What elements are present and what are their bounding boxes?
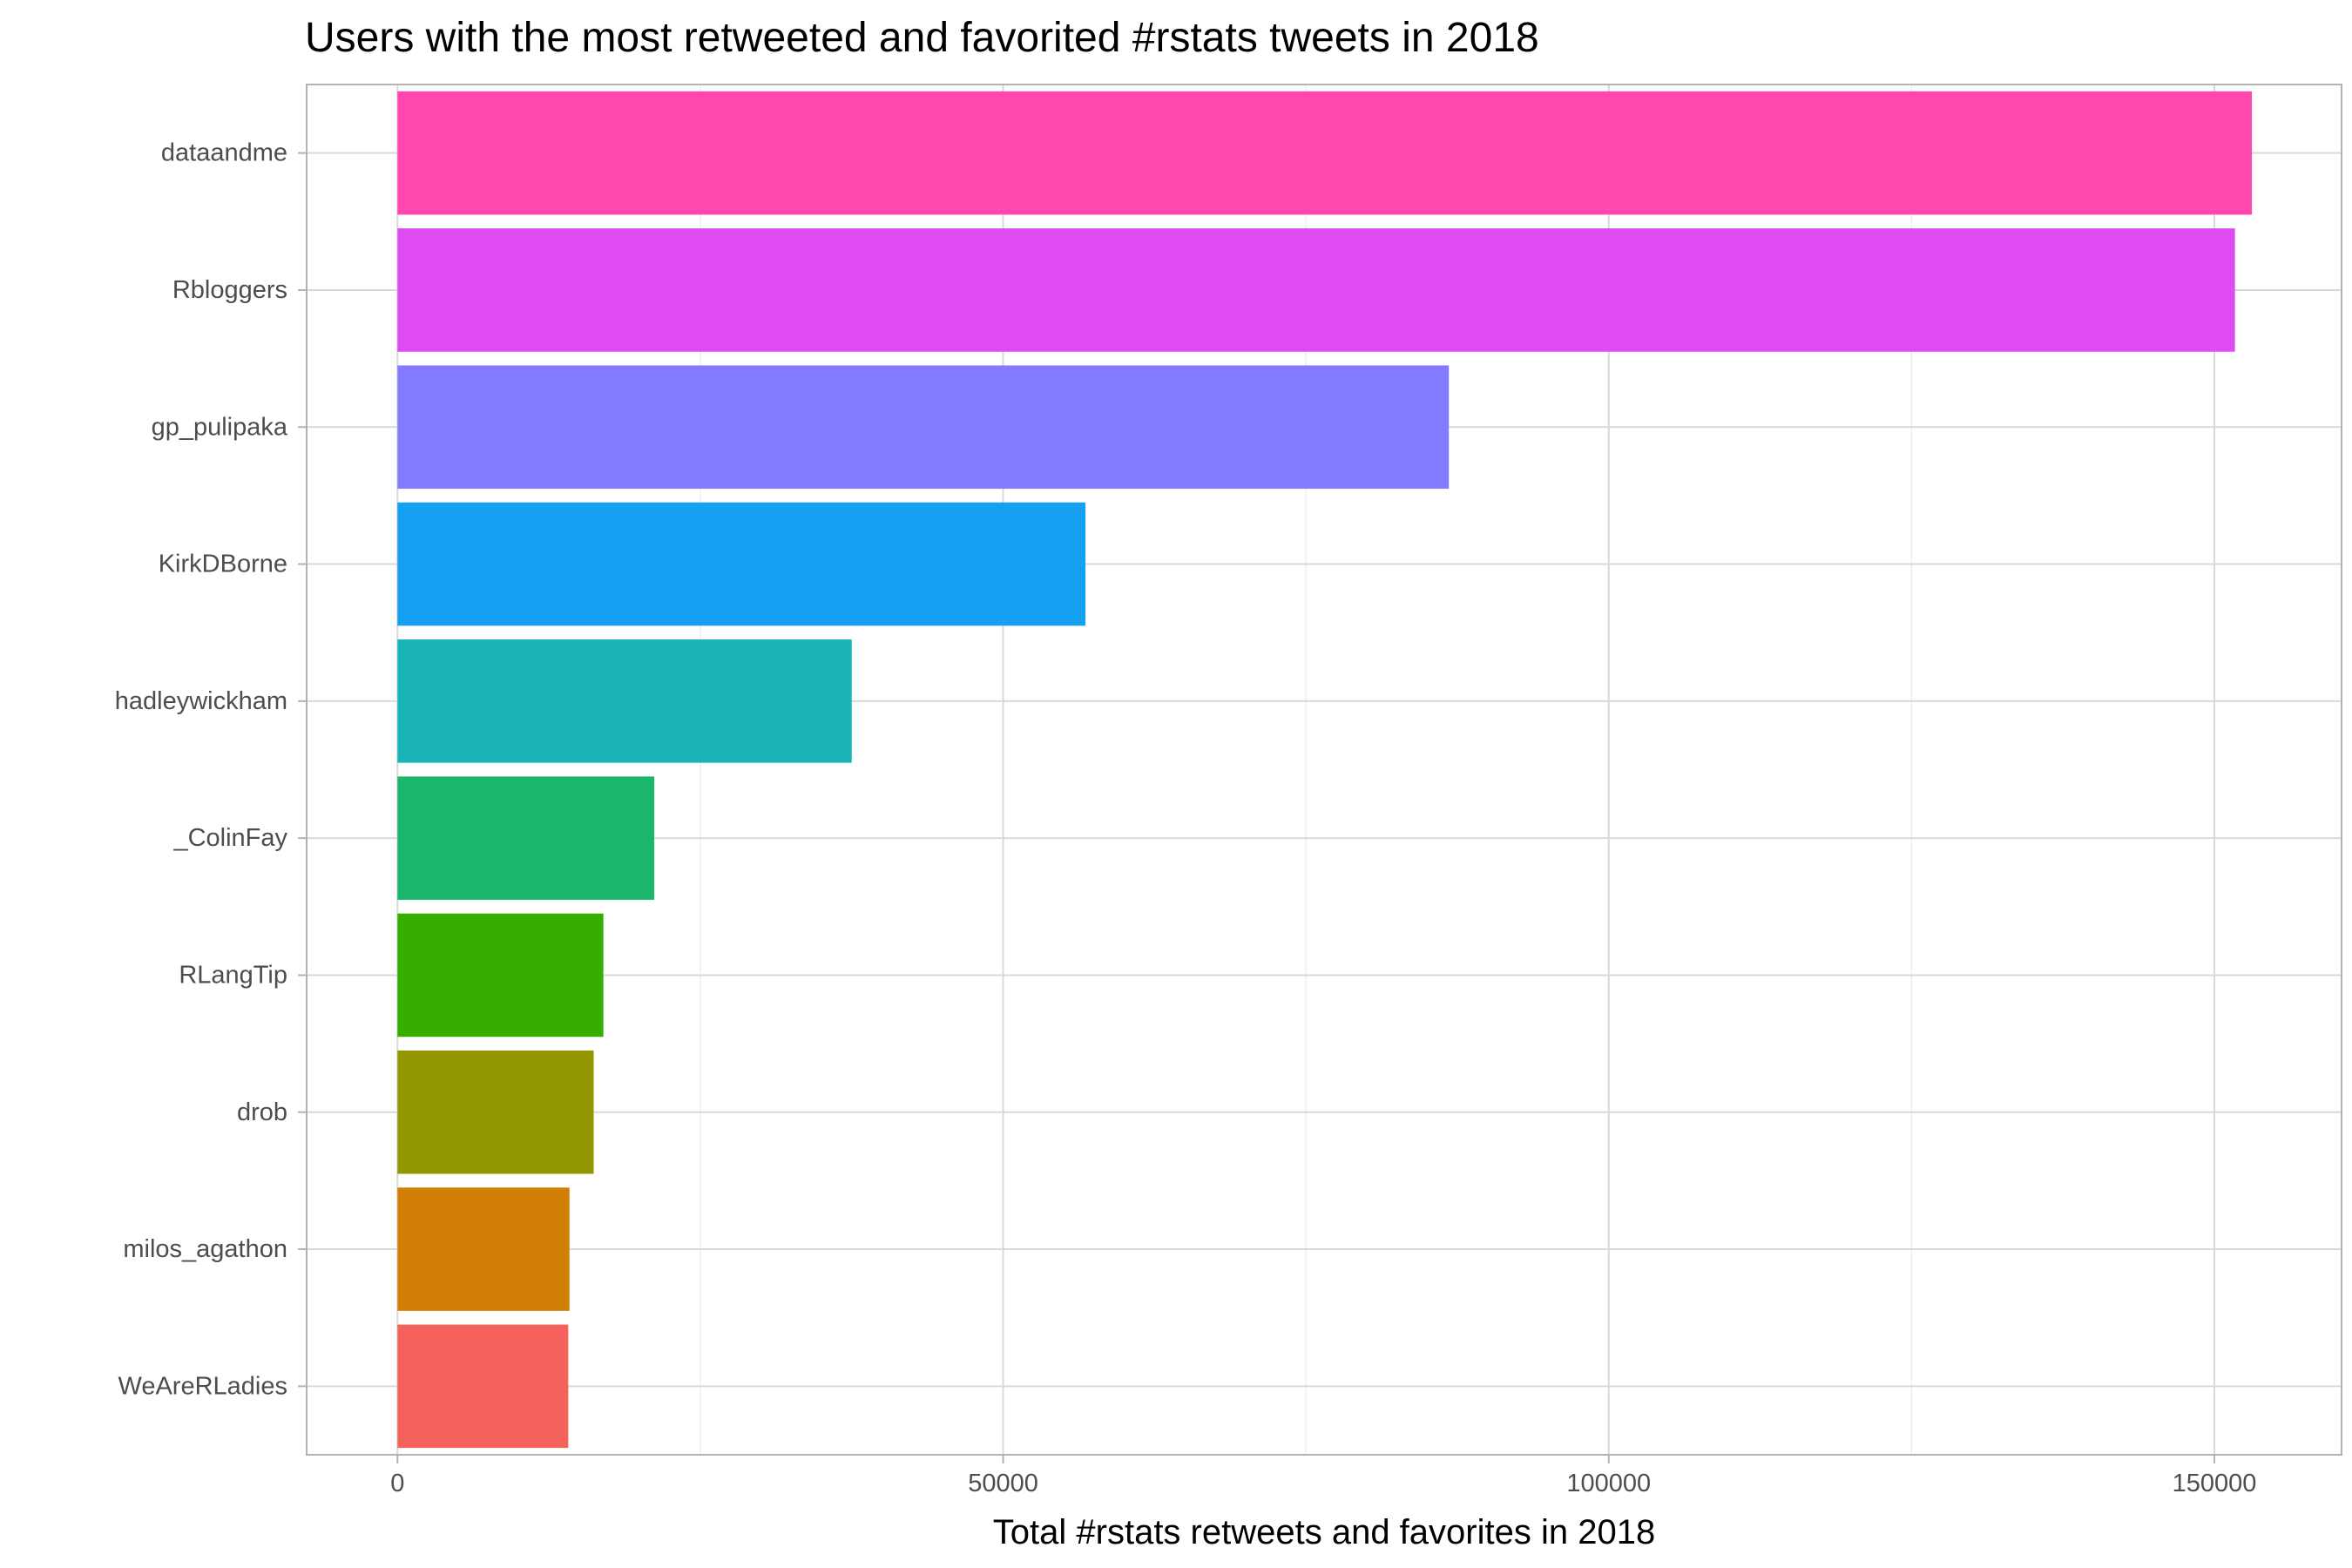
bar-WeAreRLadies	[397, 1324, 569, 1449]
bar-_ColinFay	[397, 776, 655, 900]
bar-hadleywickham	[397, 639, 852, 763]
bar-Rbloggers	[397, 228, 2235, 352]
y-tick-label: RLangTip	[179, 961, 287, 989]
x-axis: 0 50000 100000 150000	[390, 1455, 2256, 1497]
bars	[397, 91, 2253, 1449]
x-axis-title: Total #rstats retweets and favorites in …	[993, 1513, 1655, 1551]
y-tick-label: milos_agathon	[123, 1235, 287, 1263]
bar-RLangTip	[397, 913, 604, 1037]
y-tick-label: WeAreRLadies	[118, 1372, 287, 1400]
y-axis: dataandme Rbloggers gp_pulipaka KirkDBorne h…	[115, 139, 307, 1400]
y-tick-label: dataandme	[161, 139, 287, 167]
x-tick-label: 150000	[2173, 1470, 2257, 1497]
bar-gp_pulipaka	[397, 365, 1450, 490]
y-tick-label: drob	[237, 1098, 287, 1126]
bar-KirkDBorne	[397, 502, 1086, 626]
y-tick-label: Rbloggers	[172, 276, 287, 304]
plot-panel-border	[306, 84, 2342, 1456]
chart-title: Users with the most retweeted and favori…	[305, 15, 1539, 61]
y-tick-label: gp_pulipaka	[152, 413, 288, 441]
y-tick-label: _ColinFay	[172, 824, 287, 852]
x-tick-label: 50000	[968, 1470, 1038, 1497]
x-tick-label: 0	[390, 1470, 404, 1497]
x-tick-label: 100000	[1566, 1470, 1651, 1497]
y-tick-label: KirkDBorne	[159, 551, 287, 578]
bar-dataandme	[397, 91, 2253, 215]
bar-milos_agathon	[397, 1187, 570, 1311]
y-tick-label: hadleywickham	[115, 687, 287, 715]
bar-drob	[397, 1050, 594, 1174]
